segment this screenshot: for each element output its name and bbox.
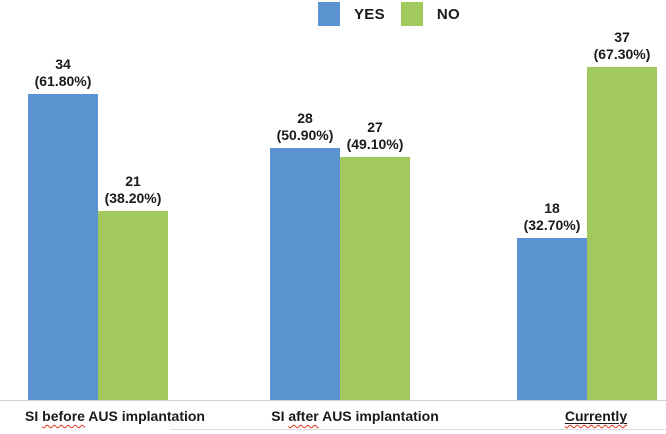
bar-no-2 [587,67,657,400]
x-axis-label-0: SI before AUS implantation [25,408,205,424]
bar-yes-2 [517,238,587,400]
misspelled-word: Currently [564,408,628,424]
misspelled-word: before [42,408,85,424]
bar-value-label-yes-1: 28 (50.90%) [276,110,334,143]
x-axis-line [0,400,666,401]
legend-item-no: NO [400,2,461,26]
legend-label-yes: YES [354,5,385,23]
bar-value-label-no-1: 27 (49.10%) [346,119,404,152]
bar-yes-0 [28,94,98,400]
bar-no-1 [340,157,410,400]
legend-swatch-yes [318,2,340,26]
bottom-divider-line [170,429,666,430]
x-axis-label-1: SI after AUS implantation [271,408,439,424]
x-axis-label-2: Currently [476,408,666,424]
misspelled-word: after [288,408,319,424]
legend-swatch-no [400,2,423,26]
bar-no-0 [98,211,168,400]
bar-value-label-no-0: 21 (38.20%) [104,173,162,206]
bar-yes-1 [270,148,340,400]
bar-value-label-no-2: 37 (67.30%) [593,29,651,62]
bar-value-label-yes-0: 34 (61.80%) [34,56,92,89]
legend-label-no: NO [436,5,461,23]
legend: YES NO [318,2,460,26]
bar-value-label-yes-2: 18 (32.70%) [523,200,581,233]
legend-item-yes: YES [318,2,385,26]
